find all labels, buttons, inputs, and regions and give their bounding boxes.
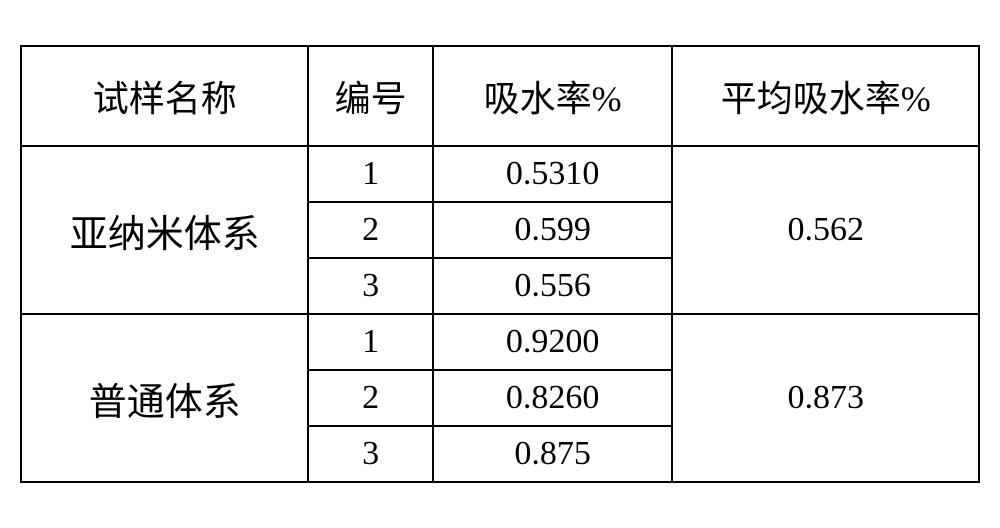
cell-absorption: 0.8260 — [433, 370, 673, 426]
col-header-avg-absorption: 平均吸水率% — [672, 46, 979, 146]
cell-sample-name: 普通体系 — [21, 314, 308, 482]
cell-absorption: 0.599 — [433, 202, 673, 258]
cell-absorption: 0.9200 — [433, 314, 673, 370]
data-table-container: 试样名称 编号 吸水率% 平均吸水率% 亚纳米体系 1 0.5310 0.562… — [20, 45, 980, 483]
col-header-number: 编号 — [308, 46, 433, 146]
cell-absorption: 0.875 — [433, 426, 673, 482]
cell-avg-absorption: 0.562 — [672, 146, 979, 314]
cell-absorption: 0.5310 — [433, 146, 673, 202]
cell-number: 2 — [308, 202, 433, 258]
cell-number: 3 — [308, 426, 433, 482]
cell-absorption: 0.556 — [433, 258, 673, 314]
cell-sample-name: 亚纳米体系 — [21, 146, 308, 314]
cell-number: 2 — [308, 370, 433, 426]
cell-avg-absorption: 0.873 — [672, 314, 979, 482]
absorption-table: 试样名称 编号 吸水率% 平均吸水率% 亚纳米体系 1 0.5310 0.562… — [20, 45, 980, 483]
cell-number: 1 — [308, 314, 433, 370]
table-row: 亚纳米体系 1 0.5310 0.562 — [21, 146, 979, 202]
col-header-absorption: 吸水率% — [433, 46, 673, 146]
cell-number: 3 — [308, 258, 433, 314]
cell-number: 1 — [308, 146, 433, 202]
col-header-sample-name: 试样名称 — [21, 46, 308, 146]
table-header-row: 试样名称 编号 吸水率% 平均吸水率% — [21, 46, 979, 146]
table-row: 普通体系 1 0.9200 0.873 — [21, 314, 979, 370]
